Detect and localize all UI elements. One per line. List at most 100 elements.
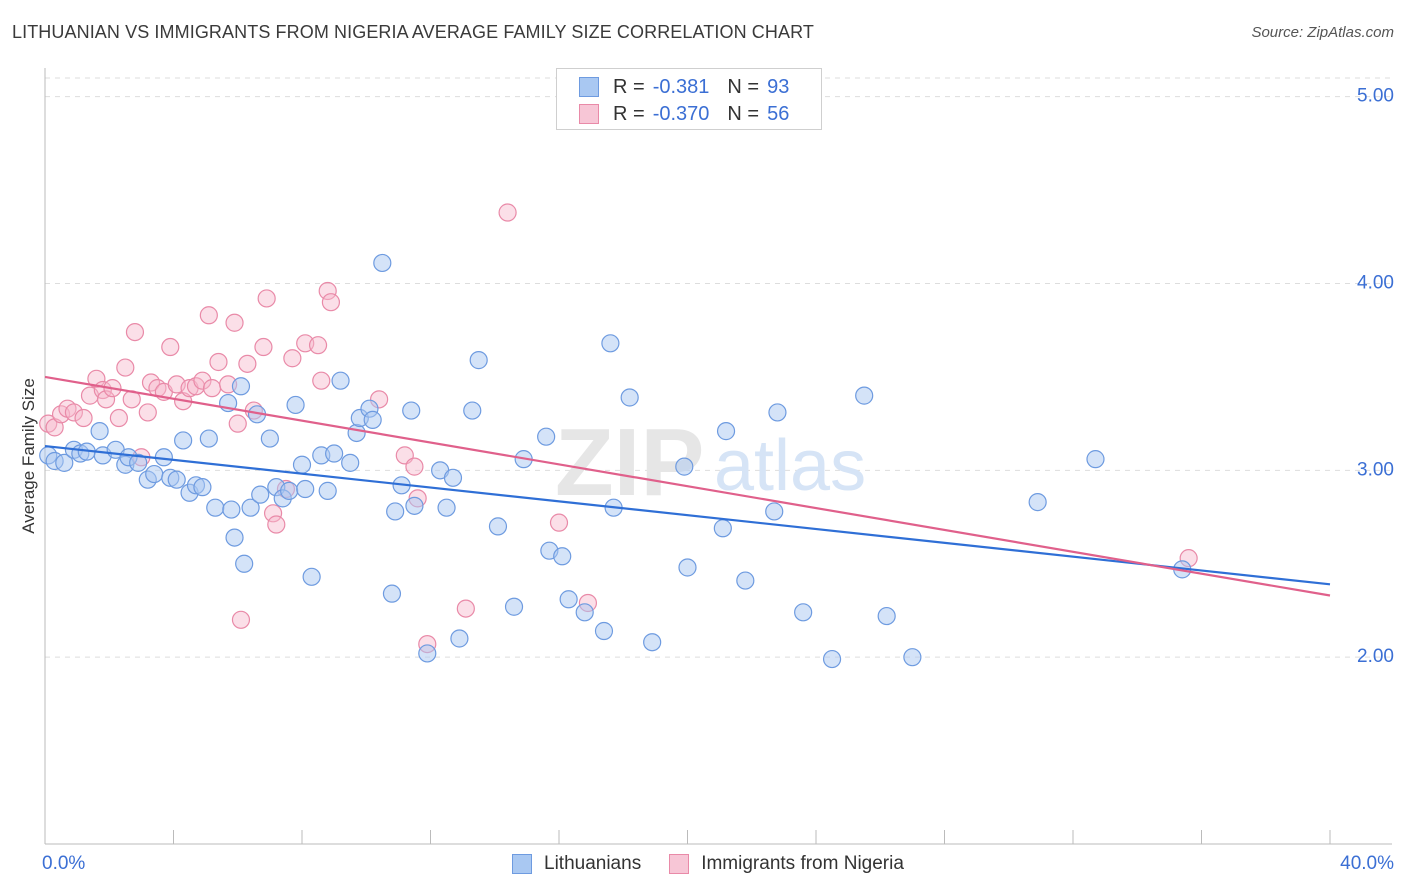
lithuanians-point <box>55 453 74 472</box>
lithuanians-point <box>736 571 755 590</box>
lithuanians-point <box>235 554 254 573</box>
lithuanians-point <box>167 470 186 489</box>
lithuanians-point <box>450 629 469 648</box>
x-tick-label: 0.0% <box>42 853 85 874</box>
lithuanians-point <box>716 422 736 441</box>
lithuanians-point <box>296 479 315 499</box>
nigeria-point <box>199 306 218 325</box>
series-legend: Lithuanians Immigrants from Nigeria <box>512 852 932 876</box>
lithuanians-point <box>443 468 463 487</box>
lithuanians-point <box>418 644 437 663</box>
lithuanians-point <box>225 528 244 547</box>
lithuanians-point <box>877 606 896 626</box>
nigeria-point <box>321 293 341 312</box>
nigeria-point <box>254 337 273 357</box>
lithuanians-point <box>222 500 241 519</box>
lithuanians-point <box>241 498 260 517</box>
nigeria-point <box>87 369 106 388</box>
lithuanians-point <box>855 386 874 405</box>
r-value: -0.381 <box>652 75 710 98</box>
lithuanians-point <box>280 481 299 500</box>
nigeria-point <box>161 337 180 357</box>
lithuanians-point <box>675 457 694 476</box>
y-tick-label: 4.00 <box>1357 273 1394 294</box>
lithuanians-point <box>559 590 578 609</box>
correlation-legend: R = -0.381 N = 93 R = -0.370 N = 56 <box>556 68 822 130</box>
r-value: -0.370 <box>652 102 710 125</box>
y-tick-label: 3.00 <box>1357 459 1394 480</box>
legend-label: Immigrants from Nigeria <box>701 853 904 874</box>
n-label: N = <box>727 102 760 125</box>
lithuanians-point <box>1028 493 1047 512</box>
lithuanians-point <box>402 401 421 420</box>
nigeria-point <box>202 379 222 398</box>
n-value: 56 <box>767 102 790 125</box>
lithuanians-point <box>302 567 321 586</box>
legend-swatch-pink <box>579 104 599 124</box>
nigeria-point <box>231 610 251 629</box>
nigeria-trend-line <box>44 375 1331 597</box>
nigeria-point <box>308 336 328 355</box>
lithuanians-point <box>405 496 424 515</box>
lithuanians-point <box>822 649 842 669</box>
lithuanians-point <box>318 481 337 500</box>
nigeria-point <box>138 403 157 422</box>
legend-row-nigeria: R = -0.370 N = 56 <box>579 103 789 125</box>
legend-item-nigeria: Immigrants from Nigeria <box>669 853 904 875</box>
series-nigeria-points <box>39 203 1198 654</box>
nigeria-point <box>109 408 128 428</box>
lithuanians-point <box>469 351 488 370</box>
lithuanians-point <box>145 464 164 484</box>
n-label: N = <box>727 75 760 98</box>
nigeria-point <box>257 289 276 308</box>
lithuanians-point <box>643 633 662 652</box>
nigeria-point <box>125 322 145 342</box>
y-axis-label: Average Family Size <box>19 378 38 534</box>
lithuanians-point <box>903 648 922 667</box>
lithuanians-point <box>382 584 402 603</box>
lithuanians-point <box>231 377 251 396</box>
lithuanians-point <box>1086 450 1105 469</box>
lithuanians-point <box>594 621 614 641</box>
nigeria-point <box>498 203 517 222</box>
nigeria-point <box>96 390 116 409</box>
nigeria-point <box>225 313 244 332</box>
legend-swatch-blue <box>579 77 599 97</box>
lithuanians-point <box>193 478 212 497</box>
chart-title: LITHUANIAN VS IMMIGRANTS FROM NIGERIA AV… <box>12 22 814 42</box>
legend-swatch-blue <box>512 854 532 874</box>
lithuanians-trend-line <box>44 444 1331 586</box>
watermark: ZIP atlas <box>555 409 866 516</box>
nigeria-point <box>312 371 331 390</box>
nigeria-point <box>238 354 257 373</box>
legend-row-lithuanians: R = -0.381 N = 93 <box>579 76 789 98</box>
lithuanians-point <box>129 453 148 472</box>
y-tick-label: 2.00 <box>1357 646 1394 667</box>
nigeria-point <box>74 408 93 428</box>
n-value: 93 <box>767 75 790 98</box>
nigeria-point <box>283 349 302 368</box>
nigeria-point <box>116 358 135 377</box>
lithuanians-point <box>620 388 639 407</box>
nigeria-point <box>318 281 337 301</box>
nigeria-point <box>263 504 283 523</box>
x-tick-label: 40.0% <box>1340 853 1394 874</box>
lithuanians-point <box>199 429 218 448</box>
lithuanians-point <box>794 603 813 622</box>
lithuanians-point <box>292 455 312 474</box>
lithuanians-point <box>601 334 620 353</box>
lithuanians-point <box>206 498 225 517</box>
nigeria-point <box>456 599 475 618</box>
legend-swatch-pink <box>669 854 690 874</box>
nigeria-point <box>267 515 286 534</box>
lithuanians-point <box>386 502 405 521</box>
lithuanians-point <box>363 410 382 429</box>
r-label: R = <box>613 102 645 125</box>
lithuanians-point <box>463 401 482 420</box>
nigeria-point <box>405 457 424 476</box>
lithuanians-point <box>553 547 572 566</box>
lithuanians-point <box>537 427 556 446</box>
nigeria-point <box>209 352 228 372</box>
lithuanians-point <box>768 403 787 422</box>
